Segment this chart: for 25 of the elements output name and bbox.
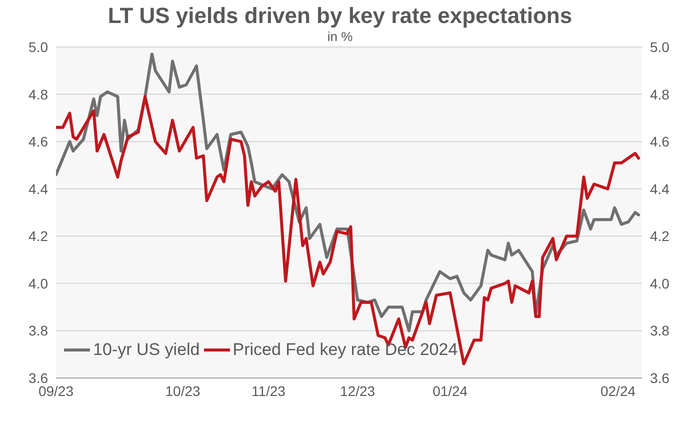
chart-title: LT US yields driven by key rate expectations: [106, 2, 574, 30]
y2-tick-label: 4.0: [650, 275, 670, 292]
x-tick-label: 11/23: [251, 382, 286, 399]
y2-tick-label: 4.6: [650, 134, 670, 150]
y-tick-label: 5.0: [28, 38, 48, 55]
y2-tick-label: 3.6: [650, 370, 670, 386]
y2-tick-label: 5.0: [650, 38, 670, 55]
line-series: [56, 95, 640, 366]
x-tick-label: 01/24: [432, 382, 468, 399]
y-tick-label: 4.2: [28, 228, 48, 244]
x-tick-label: 02/24: [600, 382, 636, 399]
x-tick-label: 12/23: [340, 382, 376, 399]
y-tick-label: 4.4: [28, 180, 48, 197]
y-tick-label: 4.0: [28, 275, 48, 292]
legend-label: Priced Fed key rate Dec 2024: [232, 340, 458, 360]
y-tick-label: 4.6: [28, 134, 48, 150]
y2-tick-label: 4.4: [650, 180, 670, 197]
x-tick-label: 10/23: [165, 382, 201, 399]
chart-subtitle: in %: [327, 29, 353, 44]
y-tick-label: 3.8: [28, 322, 48, 339]
y2-tick-label: 3.8: [650, 322, 670, 339]
y2-tick-label: 4.8: [650, 86, 670, 102]
y-tick-label: 4.8: [28, 86, 48, 102]
legend-label: 10-yr US yield: [93, 340, 200, 360]
y2-tick-label: 4.2: [650, 228, 670, 244]
